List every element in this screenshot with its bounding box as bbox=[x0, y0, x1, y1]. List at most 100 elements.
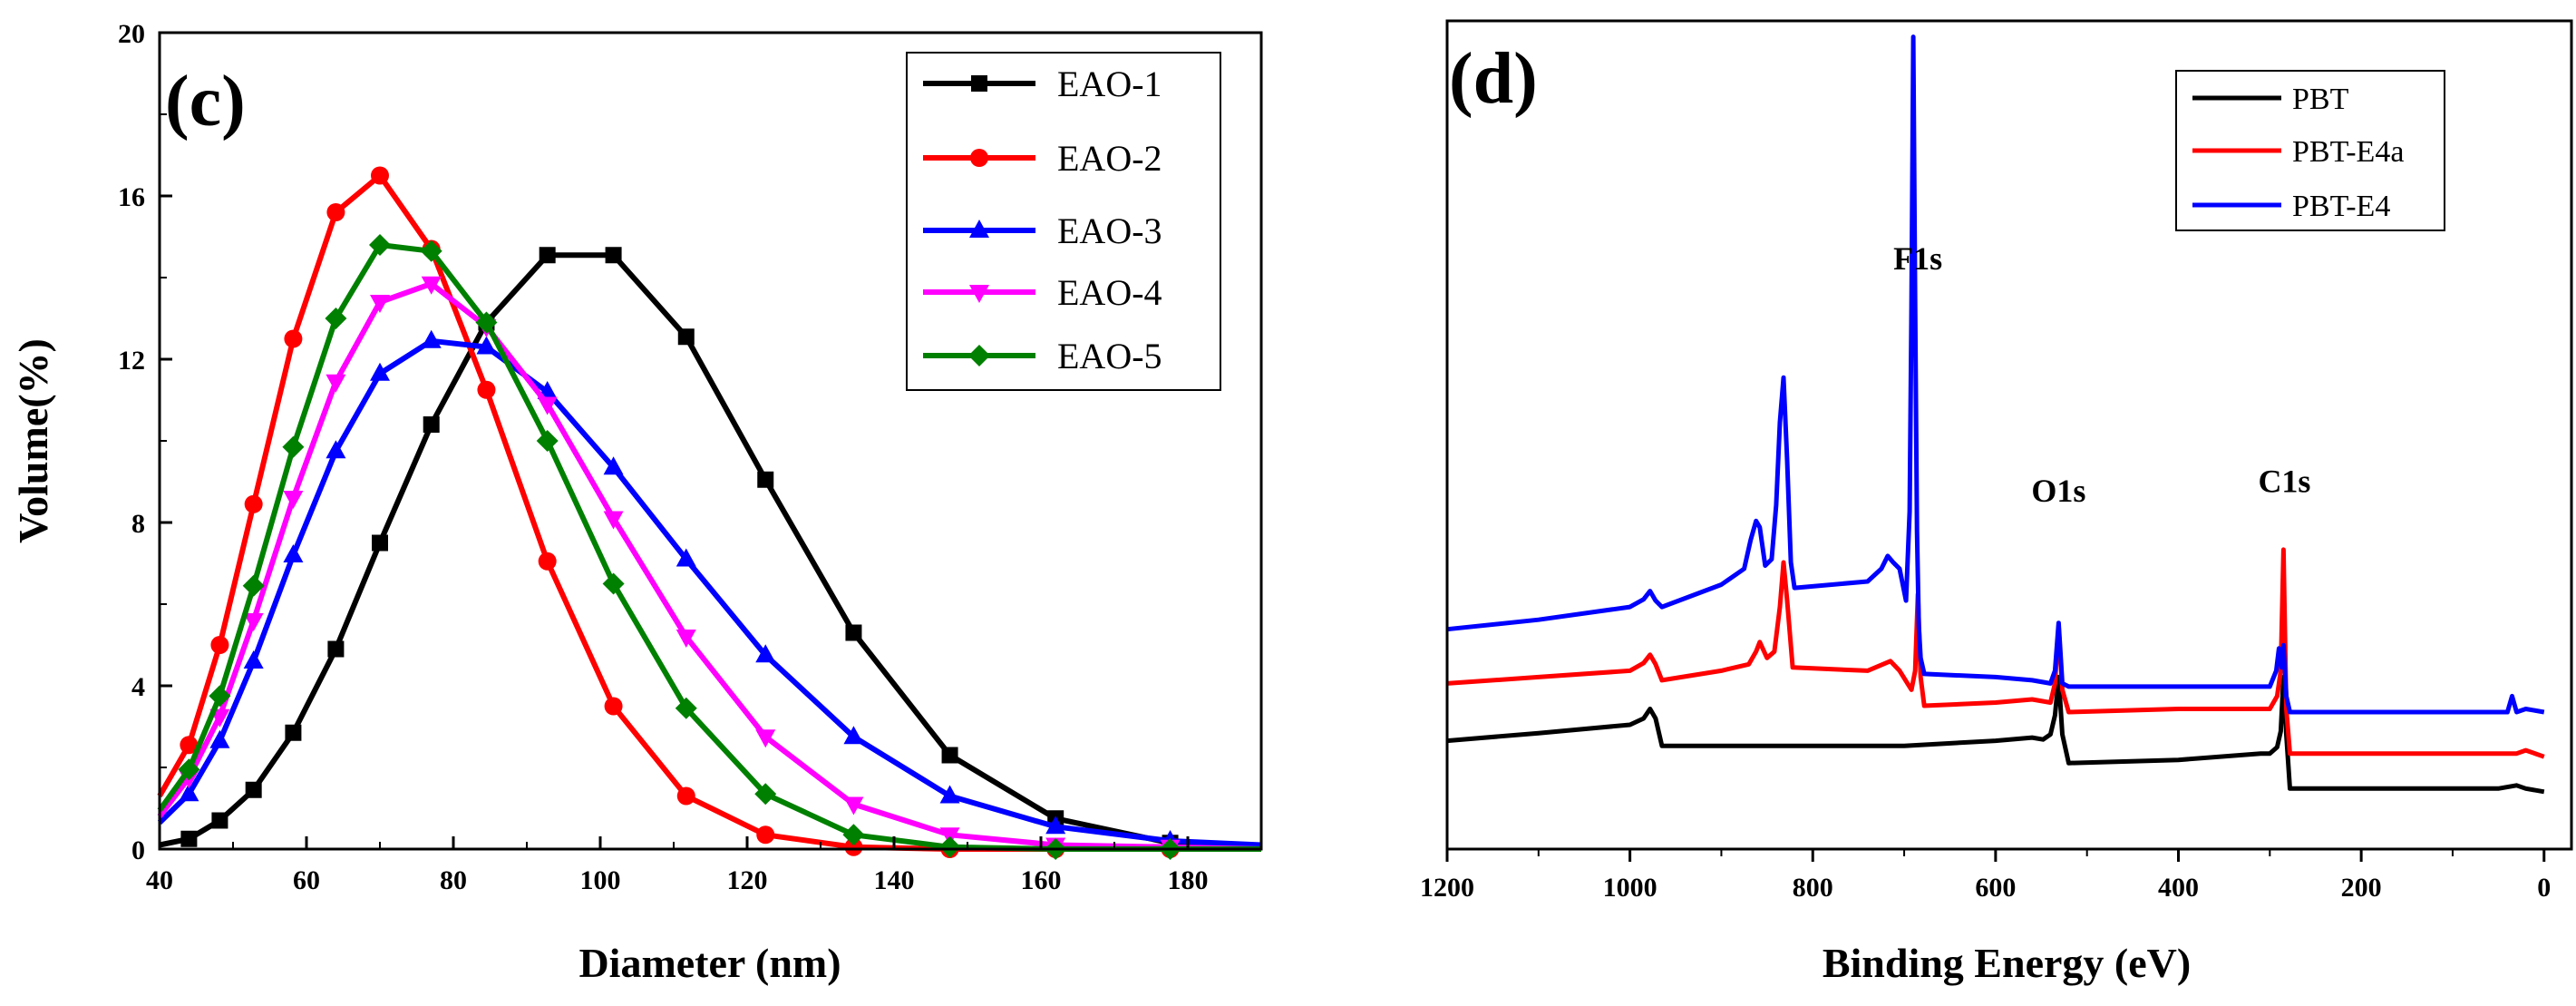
data-point-eao-1 bbox=[677, 328, 695, 346]
data-point-eao-1 bbox=[423, 416, 440, 433]
x-tick-label: 140 bbox=[874, 865, 915, 895]
legend-marker-eao-4 bbox=[969, 285, 989, 303]
x-tick-label: 1200 bbox=[1420, 873, 1474, 903]
data-point-eao-5 bbox=[536, 430, 559, 452]
legend-item-eao-2: EAO-2 bbox=[923, 138, 1162, 179]
legend-marker-eao-5 bbox=[968, 345, 990, 366]
data-point-eao-1 bbox=[180, 830, 198, 847]
data-point-eao-3 bbox=[421, 329, 442, 348]
data-point-eao-2 bbox=[180, 736, 199, 755]
x-tick-label: 180 bbox=[1168, 865, 1209, 895]
legend-label-eao-3: EAO-3 bbox=[1057, 210, 1162, 251]
y-tick-label: 4 bbox=[131, 672, 145, 702]
legend-item-eao-5: EAO-5 bbox=[923, 336, 1162, 376]
data-point-eao-3 bbox=[370, 362, 390, 381]
data-point-eao-3 bbox=[283, 544, 304, 562]
legend-item-pbt-e4a: PBT-E4a bbox=[2192, 135, 2404, 169]
data-point-eao-5 bbox=[675, 697, 697, 719]
chart-c-y-axis-title: Volume(%) bbox=[10, 338, 56, 543]
data-point-eao-3 bbox=[603, 456, 624, 475]
legend-label-eao-4: EAO-4 bbox=[1057, 272, 1162, 313]
data-point-eao-5 bbox=[369, 234, 391, 256]
data-point-eao-5 bbox=[938, 835, 961, 858]
data-point-eao-5 bbox=[209, 685, 231, 708]
data-point-eao-3 bbox=[209, 729, 230, 748]
data-point-eao-2 bbox=[844, 837, 863, 856]
data-point-eao-5 bbox=[602, 572, 625, 595]
x-tick-label: 800 bbox=[1793, 873, 1833, 903]
data-point-eao-5 bbox=[754, 783, 777, 806]
legend-label-eao-1: EAO-1 bbox=[1057, 63, 1162, 104]
series-line-eao-4 bbox=[157, 280, 1262, 852]
data-point-eao-3 bbox=[1045, 816, 1066, 835]
x-tick-label: 100 bbox=[580, 865, 621, 895]
data-point-eao-3 bbox=[326, 440, 346, 459]
legend-marker-eao-1 bbox=[971, 75, 987, 92]
data-point-eao-1 bbox=[285, 724, 302, 741]
y-tick-label: 16 bbox=[118, 182, 145, 212]
legend-item-eao-3: EAO-3 bbox=[923, 210, 1162, 251]
data-point-eao-3 bbox=[179, 783, 199, 802]
legend-label-pbt-e4a: PBT-E4a bbox=[2292, 135, 2404, 169]
data-point-eao-4 bbox=[843, 796, 864, 816]
data-point-eao-5 bbox=[475, 311, 498, 334]
data-point-eao-4 bbox=[326, 374, 346, 393]
chart-d-panel-label: (d) bbox=[1449, 39, 1538, 119]
chart-c-legend-box bbox=[906, 52, 1221, 391]
data-point-eao-2 bbox=[756, 825, 775, 845]
data-point-eao-3 bbox=[243, 650, 264, 669]
data-point-eao-1 bbox=[539, 247, 556, 264]
data-point-eao-1 bbox=[605, 247, 622, 264]
legend-item-eao-1: EAO-1 bbox=[923, 63, 1162, 104]
data-point-eao-5 bbox=[842, 824, 865, 846]
data-point-eao-4 bbox=[283, 491, 304, 509]
x-tick-label: 600 bbox=[1975, 873, 2016, 903]
legend-marker-eao-3 bbox=[969, 220, 989, 238]
data-point-eao-1 bbox=[211, 812, 228, 829]
data-point-eao-4 bbox=[370, 295, 390, 313]
data-point-eao-3 bbox=[939, 785, 960, 804]
data-point-eao-2 bbox=[210, 636, 229, 654]
data-point-eao-4 bbox=[603, 511, 624, 530]
y-tick-label: 0 bbox=[131, 835, 145, 865]
data-point-eao-3 bbox=[843, 726, 864, 745]
data-point-eao-1 bbox=[845, 624, 862, 641]
data-point-eao-2 bbox=[538, 552, 557, 571]
chart-d-peak-labels: F1s O1s C1s bbox=[1893, 240, 2310, 509]
data-point-eao-2 bbox=[604, 697, 623, 716]
chart-d-x-axis-title: Binding Energy (eV) bbox=[1823, 940, 2191, 986]
spectrum-line-pbt-e4a bbox=[1446, 547, 2545, 759]
data-point-eao-2 bbox=[326, 203, 345, 221]
chart-d-frame bbox=[1445, 19, 2573, 851]
x-tick-label: 40 bbox=[146, 865, 173, 895]
data-point-eao-5 bbox=[325, 308, 347, 329]
chart-c-series-layer bbox=[157, 166, 1262, 860]
data-point-eao-1 bbox=[372, 534, 388, 552]
legend-label-eao-5: EAO-5 bbox=[1057, 336, 1162, 376]
peak-label-f1s: F1s bbox=[1893, 240, 1942, 277]
legend-marker-eao-2 bbox=[970, 149, 988, 167]
x-tick-label: 200 bbox=[2341, 873, 2382, 903]
legend-item-pbt-e4: PBT-E4 bbox=[2192, 190, 2390, 223]
x-tick-label: 160 bbox=[1021, 865, 1062, 895]
data-point-eao-1 bbox=[757, 471, 774, 488]
x-tick-label: 0 bbox=[2537, 873, 2551, 903]
data-point-eao-1 bbox=[327, 640, 345, 658]
y-tick-label: 12 bbox=[118, 346, 145, 376]
peak-label-c1s: C1s bbox=[2258, 464, 2310, 500]
data-point-eao-2 bbox=[284, 329, 303, 348]
chart-c-x-axis-title: Diameter (nm) bbox=[578, 940, 841, 986]
data-point-eao-4 bbox=[755, 729, 776, 748]
data-point-eao-2 bbox=[477, 380, 496, 399]
chart-d-legend: PBT PBT-E4a PBT-E4 bbox=[2175, 70, 2445, 231]
data-point-eao-3 bbox=[476, 336, 497, 355]
data-point-eao-5 bbox=[420, 239, 442, 262]
data-point-eao-2 bbox=[244, 494, 263, 513]
peak-label-o1s: O1s bbox=[2031, 473, 2085, 509]
legend-label-pbt-e4: PBT-E4 bbox=[2292, 190, 2390, 223]
data-point-eao-5 bbox=[178, 758, 200, 781]
chart-c-y-ticks: 0 4 8 12 16 20 bbox=[118, 19, 172, 865]
data-point-eao-4 bbox=[676, 630, 696, 648]
y-tick-label: 8 bbox=[131, 509, 145, 539]
